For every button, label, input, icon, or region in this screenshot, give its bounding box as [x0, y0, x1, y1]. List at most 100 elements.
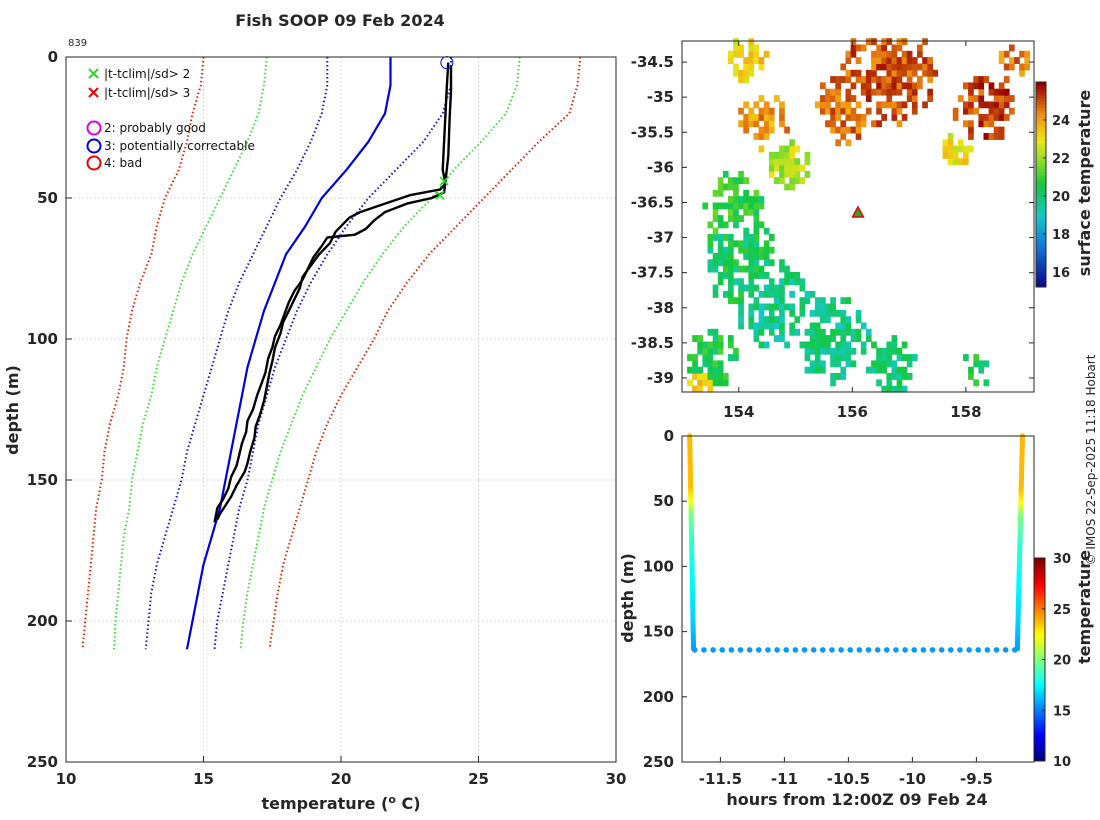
map-cell: [743, 227, 749, 235]
temperature-colorbar-step: [1034, 732, 1045, 737]
map-cell: [804, 347, 811, 355]
map-cell: [896, 69, 903, 77]
map-cell: [871, 38, 877, 46]
map-y-tick-label: -35: [647, 88, 674, 106]
map-cell: [850, 347, 857, 355]
map-colorbar-step: [1036, 94, 1046, 99]
map-cell: [784, 278, 790, 286]
map-cell: [763, 316, 770, 324]
map-colorbar-step: [1036, 251, 1046, 256]
map-cell: [968, 95, 974, 102]
map-cell: [901, 101, 908, 109]
map-cell: [733, 189, 739, 197]
map-cell: [779, 328, 785, 336]
depth-time-y-axis-label: depth (m): [618, 553, 637, 643]
legend-x-flag-3-label: |t-tclim|/sd> 3: [104, 86, 190, 100]
temperature-colorbar-step: [1034, 624, 1045, 629]
map-cell: [855, 69, 862, 77]
map-cell: [789, 272, 795, 279]
map-cell: [738, 69, 744, 77]
map-colorbar-step: [1036, 120, 1046, 125]
map-cell: [881, 114, 887, 121]
temperature-colorbar-step: [1034, 615, 1045, 619]
map-cell: [789, 278, 795, 286]
map-cell: [825, 309, 831, 317]
temperature-colorbar-step: [1034, 580, 1045, 584]
map-cell: [728, 284, 734, 292]
figure-title: Fish SOOP 09 Feb 2024: [235, 11, 444, 30]
map-colorbar-step: [1036, 165, 1046, 169]
map-cell: [896, 373, 903, 380]
map-ticks: 154 156 158 -34.5 -35 -35.5 -36 -36.5 -37 -37.5 -3…: [631, 41, 1034, 421]
map-cell: [891, 385, 898, 393]
bottom-point: [893, 647, 899, 653]
map-colorbar-step: [1036, 133, 1046, 137]
map-cell: [774, 303, 780, 311]
map-cell: [722, 265, 729, 273]
map-colorbar-step: [1036, 85, 1046, 89]
series--2-sd: [113, 56, 268, 650]
map-cell: [988, 114, 995, 121]
map-cell: [728, 341, 734, 349]
map-cell: [922, 38, 928, 46]
map-colorbar-step: [1036, 187, 1046, 192]
map-cell: [733, 196, 739, 203]
temperature-colorbar-step: [1034, 748, 1045, 752]
profile-y-tick-label: 100: [27, 330, 58, 348]
map-cell: [855, 44, 862, 52]
map-cell: [753, 272, 760, 279]
map-cell: [886, 341, 893, 349]
map-cell: [820, 309, 826, 317]
map-cell: [993, 133, 1000, 140]
temperature-colorbar-step: [1034, 630, 1045, 635]
map-cell: [963, 158, 969, 166]
map-cell: [968, 366, 974, 374]
map-cell: [881, 385, 887, 393]
map-cell: [748, 316, 755, 324]
map-cell: [763, 50, 770, 58]
map-cell: [845, 360, 852, 368]
bottom-point: [810, 647, 817, 653]
depth-time-points: [687, 433, 1026, 653]
map-cell: [947, 158, 954, 166]
map-cell: [717, 246, 724, 254]
map-cell: [748, 202, 755, 210]
map-cell: [891, 88, 898, 96]
map-cell: [712, 227, 719, 235]
map-cell: [891, 335, 898, 342]
map-cell: [758, 272, 765, 279]
map-cell: [825, 335, 831, 342]
bottom-point: [792, 647, 799, 653]
bottom-point: [774, 647, 780, 653]
legend-flag-probably-good-label: 2: probably good: [104, 121, 206, 135]
map-cell: [738, 107, 744, 115]
map-cell: [779, 145, 785, 153]
map-cell: [763, 120, 770, 128]
map-cell: [692, 354, 698, 361]
map-cell: [748, 309, 755, 317]
temperature-colorbar-step: [1034, 649, 1045, 654]
map-cell: [712, 335, 719, 342]
map-cell: [820, 95, 826, 102]
map-cell: [697, 366, 703, 374]
map-cell: [835, 309, 841, 317]
map-cell: [840, 341, 847, 349]
map-colorbar-step: [1036, 158, 1046, 163]
map-cell: [993, 95, 1000, 102]
map-cell: [871, 76, 877, 83]
map-cell: [901, 373, 908, 380]
series--1-sd: [144, 57, 329, 650]
map-cell: [850, 95, 857, 102]
map-cell: [906, 76, 913, 83]
map-cell: [963, 82, 969, 90]
map-cell: [886, 101, 893, 109]
map-cell: [881, 82, 887, 90]
map-cell: [753, 259, 760, 267]
map-cell: [845, 322, 852, 330]
map-colorbar-step: [1036, 219, 1046, 224]
bottom-point: [920, 647, 927, 653]
temperature-colorbar-step: [1034, 602, 1045, 607]
map-cell: [1003, 88, 1010, 96]
map-cell: [784, 272, 790, 279]
map-cell: [707, 373, 714, 380]
